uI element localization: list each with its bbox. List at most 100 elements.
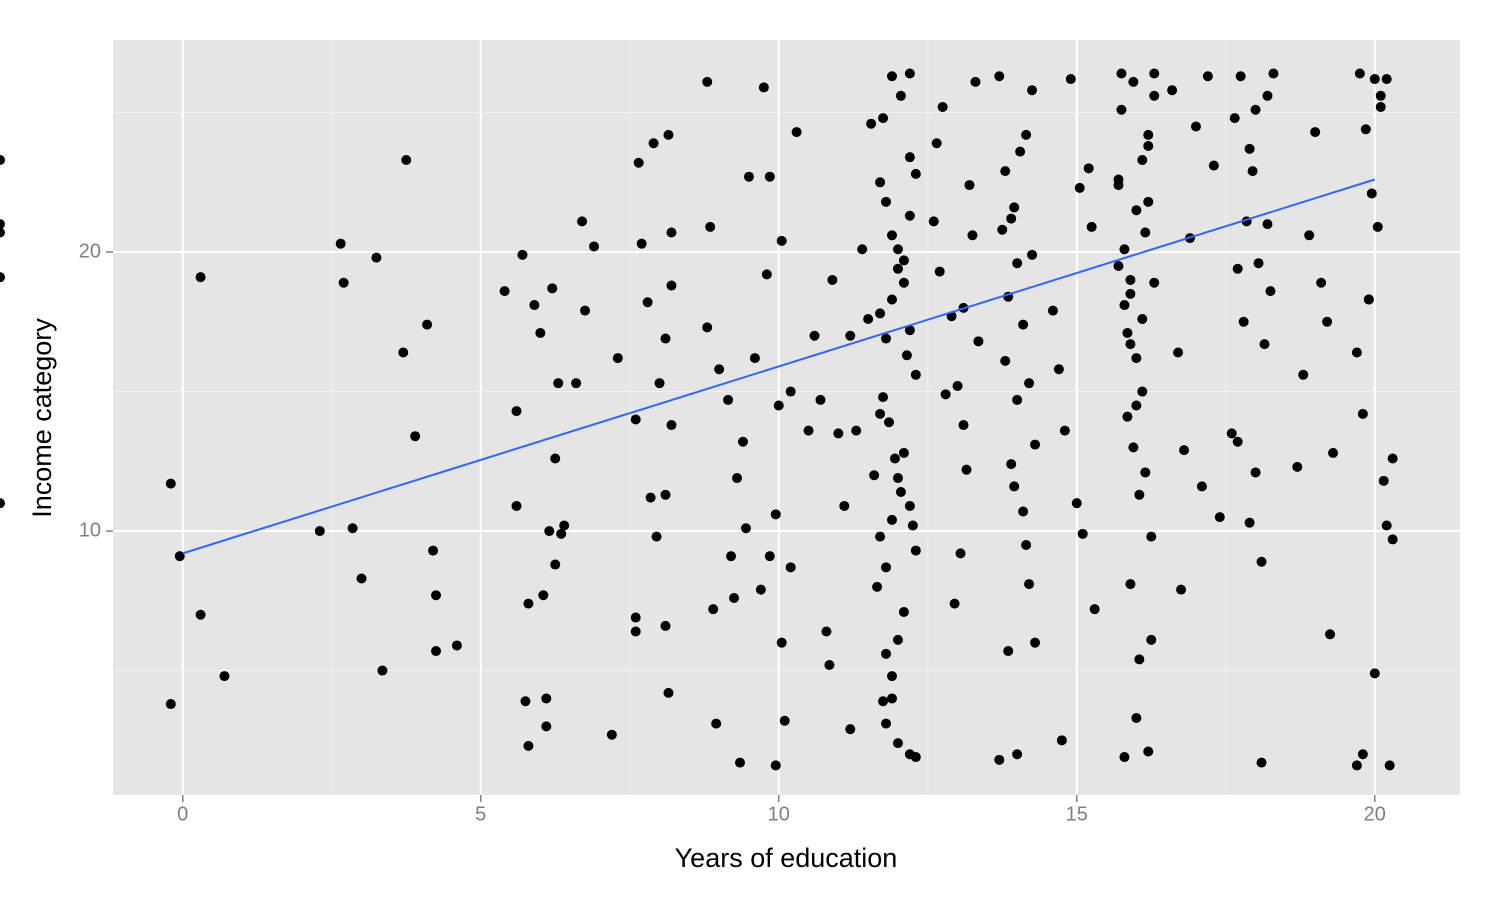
point xyxy=(1369,74,1380,85)
point xyxy=(523,598,534,609)
point xyxy=(535,327,546,338)
point xyxy=(550,559,561,570)
point xyxy=(863,314,874,325)
point xyxy=(338,277,349,288)
point xyxy=(550,453,561,464)
point xyxy=(1122,411,1133,422)
point xyxy=(0,154,5,165)
point xyxy=(1202,71,1213,82)
point xyxy=(1351,347,1362,358)
point xyxy=(967,230,978,241)
point xyxy=(666,227,677,238)
point xyxy=(1053,364,1064,375)
point xyxy=(1071,498,1082,509)
point xyxy=(702,322,713,333)
point xyxy=(1116,104,1127,115)
point xyxy=(901,350,912,361)
point xyxy=(1137,386,1148,397)
point xyxy=(1354,68,1365,79)
point xyxy=(1125,274,1136,285)
point xyxy=(541,721,552,732)
point xyxy=(1262,219,1273,230)
point xyxy=(910,752,921,763)
point xyxy=(845,330,856,341)
point xyxy=(571,378,582,389)
point xyxy=(1083,163,1094,174)
point xyxy=(910,168,921,179)
point xyxy=(833,428,844,439)
point xyxy=(580,305,591,316)
point xyxy=(737,436,748,447)
point xyxy=(1375,90,1386,101)
point xyxy=(219,671,230,682)
point xyxy=(511,500,522,511)
point xyxy=(910,545,921,556)
point xyxy=(642,297,653,308)
point xyxy=(1262,90,1273,101)
point xyxy=(895,90,906,101)
point xyxy=(577,216,588,227)
point xyxy=(556,528,567,539)
point xyxy=(606,729,617,740)
point xyxy=(881,196,892,207)
point xyxy=(538,590,549,601)
point xyxy=(886,230,897,241)
point xyxy=(1143,129,1154,140)
point xyxy=(770,509,781,520)
point xyxy=(1056,735,1067,746)
point xyxy=(1381,74,1392,85)
point xyxy=(165,478,176,489)
point xyxy=(1149,90,1160,101)
point xyxy=(1131,353,1142,364)
point xyxy=(654,378,665,389)
point xyxy=(633,157,644,168)
point xyxy=(174,551,185,562)
point xyxy=(1256,556,1267,567)
point xyxy=(1021,129,1032,140)
point xyxy=(1235,71,1246,82)
point xyxy=(0,227,5,238)
point xyxy=(547,283,558,294)
point xyxy=(898,255,909,266)
point xyxy=(1065,74,1076,85)
point xyxy=(666,280,677,291)
point xyxy=(1131,400,1142,411)
point xyxy=(845,724,856,735)
point xyxy=(761,269,772,280)
point xyxy=(1015,146,1026,157)
point xyxy=(857,244,868,255)
point xyxy=(886,294,897,305)
point xyxy=(1027,249,1038,260)
point xyxy=(1229,113,1240,124)
point xyxy=(898,447,909,458)
point xyxy=(1059,425,1070,436)
point xyxy=(952,380,963,391)
point xyxy=(705,221,716,232)
point xyxy=(904,500,915,511)
point xyxy=(1143,746,1154,757)
point xyxy=(726,551,737,562)
point xyxy=(636,238,647,249)
point xyxy=(878,392,889,403)
point xyxy=(335,238,346,249)
point xyxy=(973,336,984,347)
point xyxy=(702,76,713,87)
point xyxy=(1292,461,1303,472)
point xyxy=(1214,512,1225,523)
point xyxy=(1244,517,1255,528)
point xyxy=(940,389,951,400)
point xyxy=(663,687,674,698)
point xyxy=(1369,668,1380,679)
point xyxy=(1173,347,1184,358)
point xyxy=(1131,712,1142,723)
point xyxy=(1128,76,1139,87)
point xyxy=(663,129,674,140)
point xyxy=(898,277,909,288)
point xyxy=(994,71,1005,82)
point xyxy=(961,464,972,475)
point xyxy=(1021,540,1032,551)
point xyxy=(869,470,880,481)
point xyxy=(511,406,522,417)
point xyxy=(729,593,740,604)
